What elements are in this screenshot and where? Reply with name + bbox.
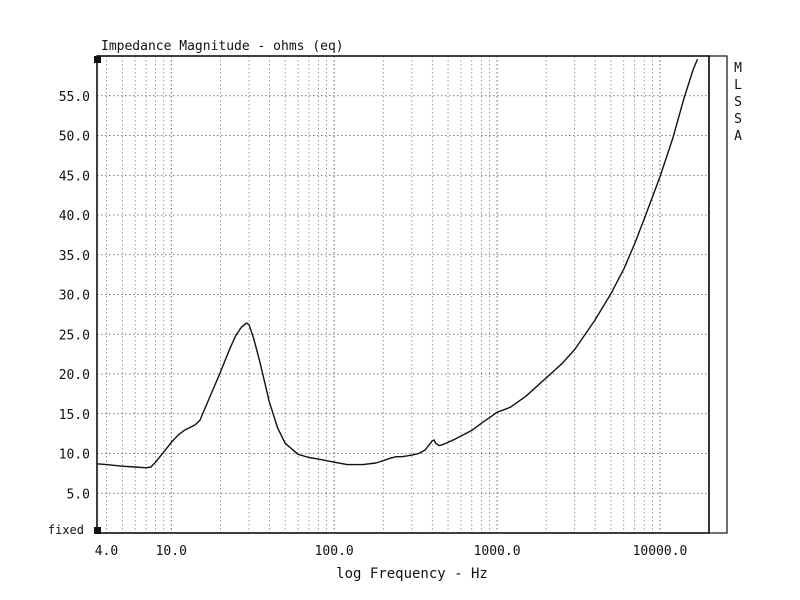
y-tick-label: 50.0 — [59, 130, 90, 145]
x-tick-label: 10.0 — [156, 544, 187, 559]
side-label-letter: M — [734, 61, 742, 76]
y-tick-label: 5.0 — [67, 487, 90, 502]
y-tick-label-fixed: fixed — [48, 523, 84, 537]
y-tick-label: 15.0 — [59, 408, 90, 423]
side-label-letter: S — [734, 112, 742, 127]
chart-title: Impedance Magnitude - ohms (eq) — [101, 39, 344, 54]
y-axis-ticks: 5.0 10.0 15.0 20.0 25.0 30.0 35.0 40.0 45.0 50.0 5… — [48, 90, 90, 537]
side-panel-frame — [708, 55, 728, 534]
y-tick-label: 10.0 — [59, 448, 90, 463]
top-left-marker — [94, 56, 101, 63]
side-label-letter: S — [734, 95, 742, 110]
y-tick-label: 40.0 — [59, 209, 90, 224]
y-tick-label: 55.0 — [59, 90, 90, 105]
x-axis-ticks: 4.0 10.0 100.0 1000.0 10000.0 — [95, 544, 688, 559]
y-tick-label: 20.0 — [59, 368, 90, 383]
x-tick-label: 4.0 — [95, 544, 118, 559]
x-axis-label: log Frequency - Hz — [336, 566, 488, 582]
x-tick-label: 1000.0 — [474, 544, 521, 559]
impedance-curve — [96, 58, 699, 469]
side-label-letter: L — [734, 78, 742, 93]
x-tick-label: 10000.0 — [633, 544, 688, 559]
y-tick-label: 30.0 — [59, 289, 90, 304]
y-tick-label: 45.0 — [59, 169, 90, 184]
side-label-letter: A — [734, 129, 742, 144]
y-tick-label: 35.0 — [59, 249, 90, 264]
bottom-left-marker — [94, 527, 101, 534]
y-tick-label: 25.0 — [59, 328, 90, 343]
x-tick-label: 100.0 — [315, 544, 354, 559]
